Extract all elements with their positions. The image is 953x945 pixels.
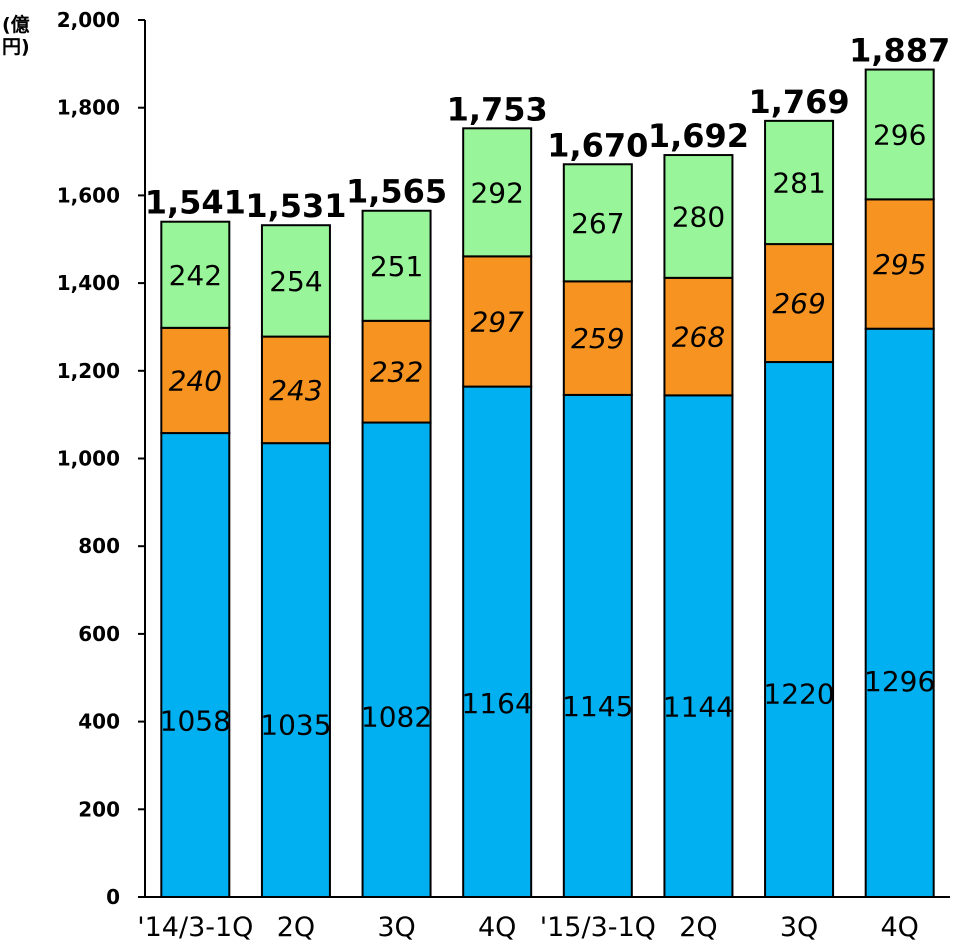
bar-segment	[663, 276, 734, 397]
data-label: 297	[470, 305, 524, 338]
y-axis-label: (億円)	[2, 14, 30, 58]
y-tick-label: 0	[106, 885, 120, 909]
bar-segment	[764, 361, 835, 898]
bar-segment	[764, 243, 835, 364]
data-label: 1144	[663, 690, 734, 723]
x-tick-label: 2Q	[277, 912, 315, 943]
data-label: 251	[370, 250, 423, 283]
data-label: 242	[169, 259, 222, 292]
data-label: 259	[571, 322, 624, 355]
data-label: 254	[269, 265, 322, 298]
bar-segment	[562, 393, 633, 898]
total-label: 1,887	[849, 32, 950, 70]
y-tick-label: 1,000	[57, 447, 120, 471]
bar-segment	[562, 280, 633, 396]
bar-segment	[361, 209, 432, 322]
data-label: 292	[470, 176, 523, 209]
bar-segment	[764, 119, 835, 246]
total-label: 1,670	[547, 126, 648, 164]
data-label: 295	[873, 248, 926, 281]
y-tick-label: 600	[78, 622, 120, 646]
bar-segment	[462, 255, 533, 388]
x-tick-label: 3Q	[780, 912, 818, 943]
x-tick-label: 4Q	[478, 912, 516, 943]
bar-segment	[160, 220, 231, 329]
data-label: 232	[370, 356, 423, 389]
bar-segment	[864, 198, 935, 330]
total-label: 1,753	[447, 90, 548, 128]
total-label: 1,769	[748, 83, 849, 121]
bar-segment	[361, 421, 432, 898]
y-tick-label: 1,800	[57, 96, 120, 120]
bar-segment	[361, 319, 432, 424]
bar-segment	[663, 394, 734, 898]
y-tick-label: 2,000	[57, 8, 120, 32]
data-label: 1220	[763, 678, 834, 711]
data-label: 296	[873, 118, 926, 151]
bar-segment	[462, 127, 533, 258]
bar-segment	[663, 154, 734, 279]
data-label: 1082	[361, 701, 432, 734]
y-tick-label: 1,200	[57, 359, 120, 383]
total-label: 1,531	[245, 187, 346, 225]
data-label: 243	[269, 374, 322, 407]
data-label: 1035	[260, 709, 331, 742]
data-label: 240	[169, 364, 222, 397]
bar-segment	[864, 68, 935, 201]
total-label: 1,541	[145, 184, 246, 222]
bar-segment	[260, 442, 331, 898]
x-tick-label: 2Q	[679, 912, 717, 943]
data-label: 1058	[160, 705, 231, 738]
bar-segment	[260, 224, 331, 338]
x-tick-label: '15/3-1Q	[540, 912, 656, 943]
bar-segment	[462, 385, 533, 898]
bar-segment	[562, 163, 633, 283]
y-tick-label: 800	[78, 534, 120, 558]
data-label: 1296	[864, 665, 935, 698]
total-label: 1,692	[648, 117, 749, 155]
total-label: 1,565	[346, 173, 447, 211]
y-tick-label: 1,600	[57, 183, 120, 207]
y-tick-label: 400	[78, 710, 120, 734]
y-tick-label: 1,400	[57, 271, 120, 295]
data-label: 268	[672, 321, 725, 354]
x-tick-label: 4Q	[880, 912, 918, 943]
data-label: 267	[571, 207, 624, 240]
data-label: 1164	[462, 687, 533, 720]
bar-segment	[160, 432, 231, 898]
bar-segment	[864, 327, 935, 899]
x-tick-label: '14/3-1Q	[137, 912, 253, 943]
y-tick-label: 200	[78, 797, 120, 821]
data-label: 280	[672, 200, 725, 233]
data-label: 281	[772, 166, 825, 199]
x-tick-label: 3Q	[377, 912, 415, 943]
data-label: 269	[772, 287, 825, 320]
data-label: 1145	[562, 690, 633, 723]
